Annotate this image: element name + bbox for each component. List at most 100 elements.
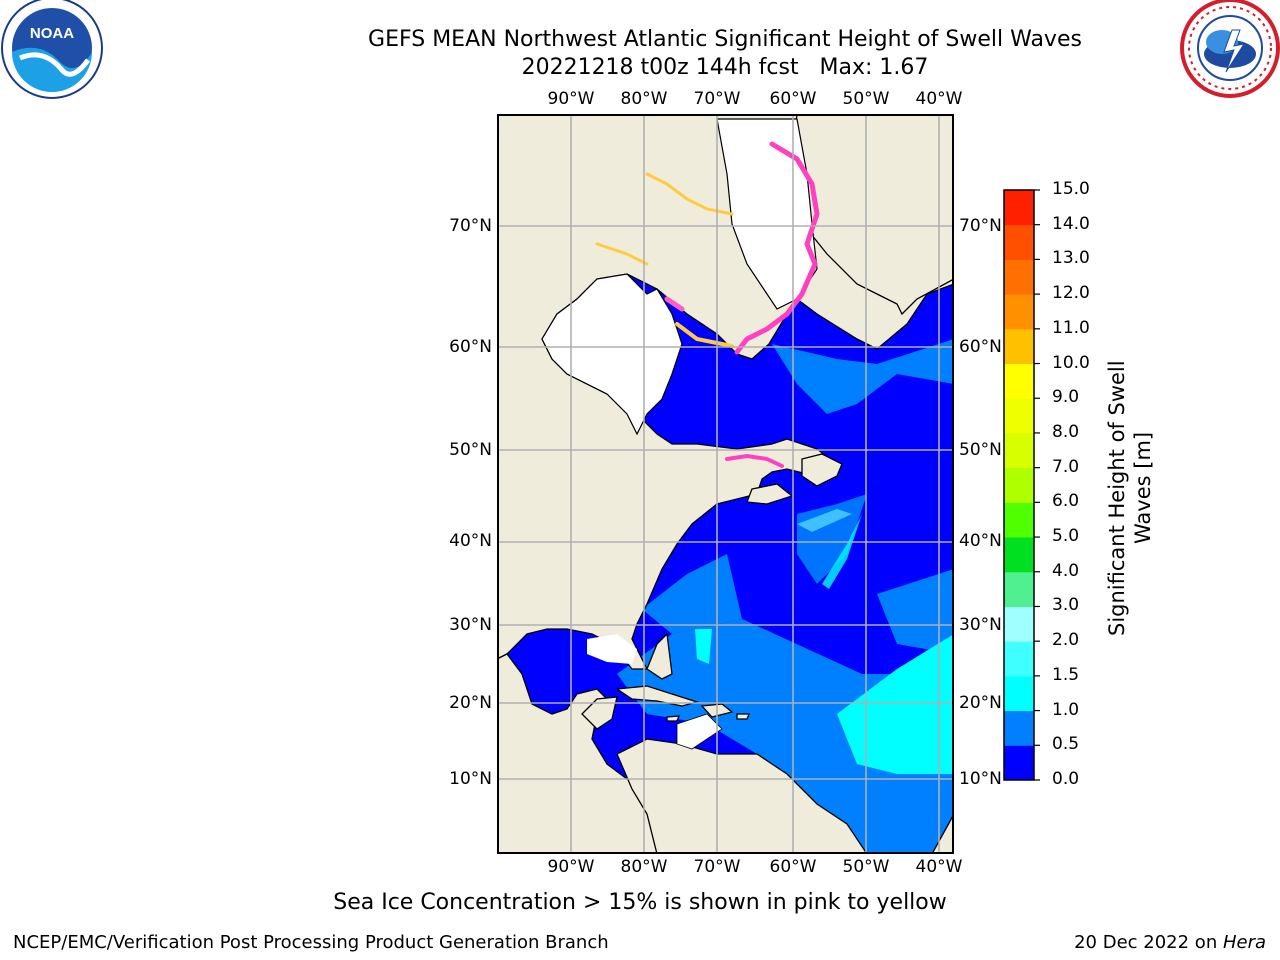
colorbar-segment [1004, 537, 1034, 573]
colorbar-tick-label: 8.0 [1052, 421, 1080, 442]
baffin-bay-ice [716, 118, 818, 310]
colorbar-tick-label: 12.0 [1052, 283, 1090, 304]
lat-label-right: 60°N [959, 337, 1002, 357]
lon-label-bottom: 40°W [915, 857, 963, 877]
colorbar-tick-label: 14.0 [1052, 213, 1090, 234]
colorbar-segment [1004, 571, 1034, 607]
colorbar-segment [1004, 745, 1034, 781]
chart-subtitle: 20221218 t00z 144h fcst Max: 1.67 [521, 55, 929, 80]
swell-band-0.5-1.0 [617, 619, 954, 854]
colorbar-tick-label: 4.0 [1052, 560, 1080, 581]
nova-scotia-land [746, 483, 794, 505]
colorbar-tick-label: 6.0 [1052, 491, 1080, 512]
sea-ice-edge [595, 141, 820, 468]
colorbar-tick-label: 0.5 [1052, 734, 1080, 755]
colorbar-tick-label: 10.0 [1052, 352, 1090, 373]
africa-land [931, 813, 954, 854]
colorbar-tick-label: 13.0 [1052, 248, 1090, 269]
ice-edge-yellow [675, 322, 734, 348]
colorbar-tick-label: 9.0 [1052, 387, 1080, 408]
lat-label-left: 10°N [449, 769, 492, 789]
lat-label-right: 40°N [959, 531, 1002, 551]
footer-credit: NCEP/EMC/Verification Post Processing Pr… [13, 932, 609, 953]
lat-label-right: 10°N [959, 769, 1002, 789]
graticule [497, 114, 954, 854]
lat-label-left: 60°N [449, 337, 492, 357]
sea-ice-area [541, 118, 818, 436]
map-border [497, 114, 954, 854]
ice-edge-pink [725, 453, 784, 468]
lat-label-right: 70°N [959, 216, 1002, 236]
colorbar-segment [1004, 502, 1034, 538]
colorbar-segment [1004, 363, 1034, 399]
ice-edge-yellow [595, 242, 649, 266]
land-masses [497, 114, 954, 854]
colorbar-tick-label: 2.0 [1052, 630, 1080, 651]
puerto-rico-land [736, 713, 750, 720]
sea-ice-note-text: Sea Ice Concentration > 15% is shown in … [333, 890, 947, 915]
gulf-ice-white [587, 634, 637, 664]
lon-label-top: 60°W [769, 89, 817, 109]
lat-label-right: 20°N [959, 693, 1002, 713]
swell-band-0.5-1.0 [877, 569, 954, 654]
lon-label-top: 80°W [620, 89, 668, 109]
footer-date-text: 20 Dec 2022 on [1074, 932, 1223, 953]
nws-logo [1180, 0, 1280, 98]
swell-band-0.5-1.0 [797, 494, 867, 584]
colorbar-segment [1004, 398, 1034, 434]
lat-label-left: 30°N [449, 615, 492, 635]
map-plot [497, 114, 954, 854]
colorbar-segment [1004, 328, 1034, 365]
swell-band-1.0-1.5 [797, 509, 852, 532]
colorbar-tick-label: 5.0 [1052, 526, 1080, 547]
colorbar-tick-label: 1.5 [1052, 664, 1080, 685]
lon-label-top: 70°W [693, 89, 741, 109]
footer-host: Hera [1222, 932, 1266, 953]
florida-land [646, 632, 673, 680]
colorbar-segment [1004, 294, 1034, 330]
lat-label-left: 50°N [449, 440, 492, 460]
sea-ice-note: Sea Ice Concentration > 15% is shown in … [0, 890, 1280, 915]
ice-edge-pink [734, 141, 820, 355]
yucatan-land [581, 696, 618, 730]
colorbar-tick-label: 0.0 [1052, 769, 1080, 789]
lat-label-left: 70°N [449, 216, 492, 236]
lon-label-bottom: 50°W [842, 857, 890, 877]
colorbar-segment [1004, 606, 1034, 642]
hudson-bay-ice [541, 273, 683, 436]
colorbar-tick-label: 1.0 [1052, 699, 1080, 720]
caribbean-white [676, 713, 723, 750]
colorbar-tick-label: 11.0 [1052, 317, 1090, 338]
colorbar-segment [1004, 467, 1034, 503]
lat-label-right: 50°N [959, 440, 1002, 460]
lon-label-bottom: 60°W [769, 857, 817, 877]
colorbar-segment [1004, 190, 1034, 226]
colorbar-tick-label: 15.0 [1052, 179, 1090, 199]
colorbar-segment [1004, 710, 1034, 746]
lat-label-left: 40°N [449, 531, 492, 551]
ice-edge-yellow [645, 172, 734, 216]
swell-band-1.0-1.5 [695, 629, 712, 664]
colorbar-segment [1004, 432, 1034, 469]
colorbar-segment [1004, 224, 1034, 260]
newfoundland-land [801, 453, 843, 487]
colorbar-tick-label: 3.0 [1052, 595, 1080, 616]
swell-band-1.0-1.5 [822, 514, 862, 589]
colorbar-segment [1004, 675, 1034, 712]
colorbar-title-line2: Waves [m] [1131, 431, 1155, 544]
chart-title: GEFS MEAN Northwest Atlantic Significant… [368, 27, 1082, 52]
colorbar-border [1003, 189, 1035, 781]
lat-label-right: 30°N [959, 615, 1002, 635]
lon-label-top: 90°W [547, 89, 595, 109]
jamaica-land [666, 715, 680, 722]
colorbar-title-line1: Significant Height of Swell [1105, 360, 1129, 636]
lat-label-left: 20°N [449, 693, 492, 713]
swell-band-0.5-1.0 [772, 339, 954, 414]
svg-text:NOAA: NOAA [30, 25, 74, 42]
cuba-land [615, 685, 700, 707]
lon-label-bottom: 90°W [547, 857, 595, 877]
lon-label-top: 40°W [915, 89, 963, 109]
footer-date: 20 Dec 2022 on Hera [1074, 932, 1266, 953]
colorbar [1003, 189, 1040, 781]
noaa-logo: NOAA [1, 0, 103, 99]
